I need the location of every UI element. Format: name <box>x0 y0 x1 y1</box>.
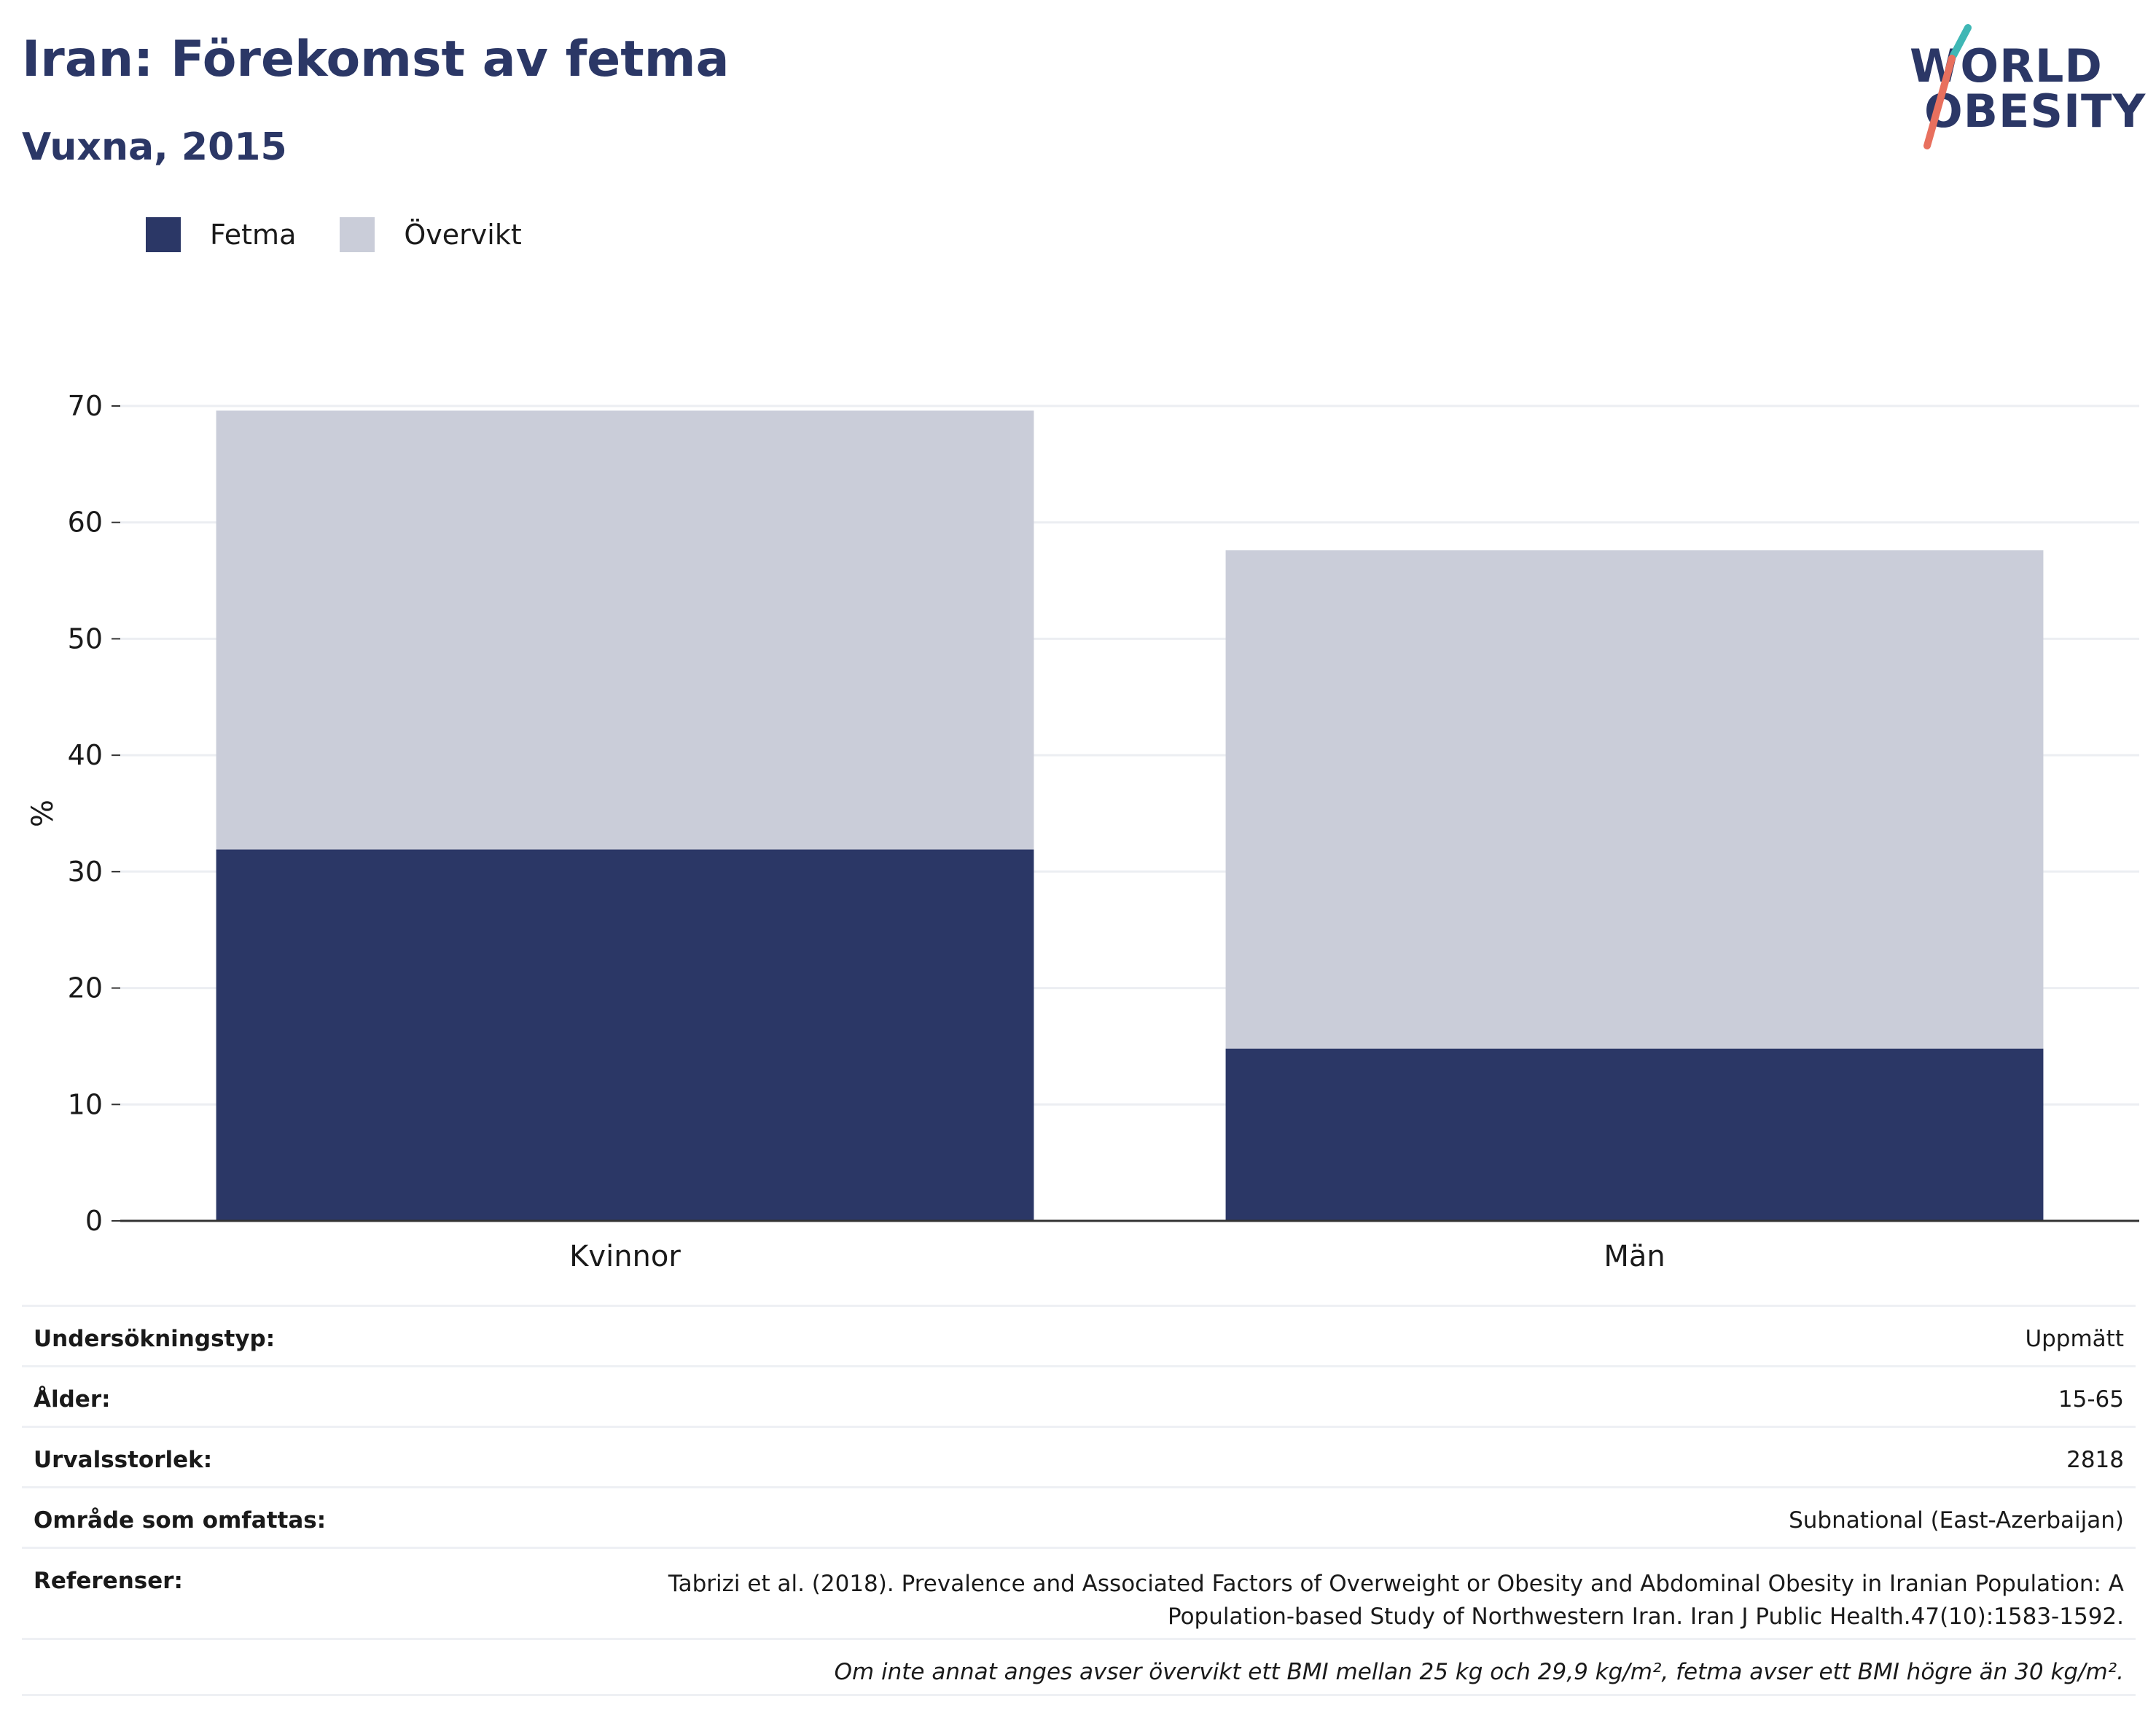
bar-overvikt-kvinnor <box>216 410 1034 850</box>
x-tick-label: Män <box>1604 1240 1665 1273</box>
info-label: Undersökningstyp: <box>34 1326 276 1352</box>
chart-legend: Fetma Övervikt <box>146 217 566 252</box>
bar-fetma-män <box>1225 1048 2044 1221</box>
y-tick-label: 50 <box>68 622 103 655</box>
legend-item-overvikt[interactable]: Övervikt <box>340 217 522 252</box>
x-tick-label: Kvinnor <box>569 1240 681 1273</box>
legend-label-overvikt: Övervikt <box>404 219 522 251</box>
info-value: 2818 <box>2066 1447 2124 1473</box>
y-tick-label: 20 <box>68 972 103 1004</box>
legend-label-fetma: Fetma <box>210 219 297 251</box>
logo-line-2: OBESITY <box>1924 85 2147 138</box>
world-obesity-logo: WORLD OBESITY <box>1895 22 2145 153</box>
logo-slash-icon <box>1923 24 1972 149</box>
y-axis-label: % <box>26 800 60 827</box>
y-tick-label: 10 <box>68 1088 103 1120</box>
info-value: Subnational (East-Azerbaijan) <box>1789 1507 2124 1534</box>
y-tick-label: 60 <box>68 507 103 539</box>
info-row-references: Referenser: Tabrizi et al. (2018). Preva… <box>22 1547 2136 1638</box>
info-label: Referenser: <box>34 1568 183 1594</box>
bar-overvikt-män <box>1225 550 2044 1049</box>
bar-chart: 0 10 20 30 40 50 60 70% Kvinnor Män <box>26 390 2139 1273</box>
info-table: Undersökningstyp: Uppmätt Ålder: 15-65 U… <box>22 1305 2136 1696</box>
legend-item-fetma[interactable]: Fetma <box>146 217 296 252</box>
y-tick-label: 0 <box>85 1205 103 1237</box>
definition-note: Om inte annat anges avser övervikt ett B… <box>22 1638 2136 1696</box>
info-row-age: Ålder: 15-65 <box>22 1365 2136 1426</box>
bar-fetma-kvinnor <box>216 849 1034 1221</box>
y-tick-label: 30 <box>68 856 103 888</box>
info-value: 15-65 <box>2058 1386 2124 1413</box>
y-tick-label: 40 <box>68 739 103 771</box>
legend-swatch-overvikt <box>340 217 375 252</box>
legend-swatch-fetma <box>146 217 181 252</box>
info-row-area: Område som omfattas: Subnational (East-A… <box>22 1486 2136 1547</box>
info-label: Område som omfattas: <box>34 1507 327 1534</box>
y-tick-label: 70 <box>68 390 103 422</box>
info-row-sample-size: Urvalsstorlek: 2818 <box>22 1426 2136 1486</box>
info-label: Urvalsstorlek: <box>34 1447 213 1473</box>
info-value: Uppmätt <box>2025 1326 2124 1352</box>
chart-title: Iran: Förekomst av fetma <box>22 31 730 88</box>
chart-subtitle: Vuxna, 2015 <box>22 125 287 169</box>
info-value: Tabrizi et al. (2018). Prevalence and As… <box>668 1571 2124 1630</box>
info-row-survey-type: Undersökningstyp: Uppmätt <box>22 1305 2136 1365</box>
info-label: Ålder: <box>34 1386 111 1413</box>
